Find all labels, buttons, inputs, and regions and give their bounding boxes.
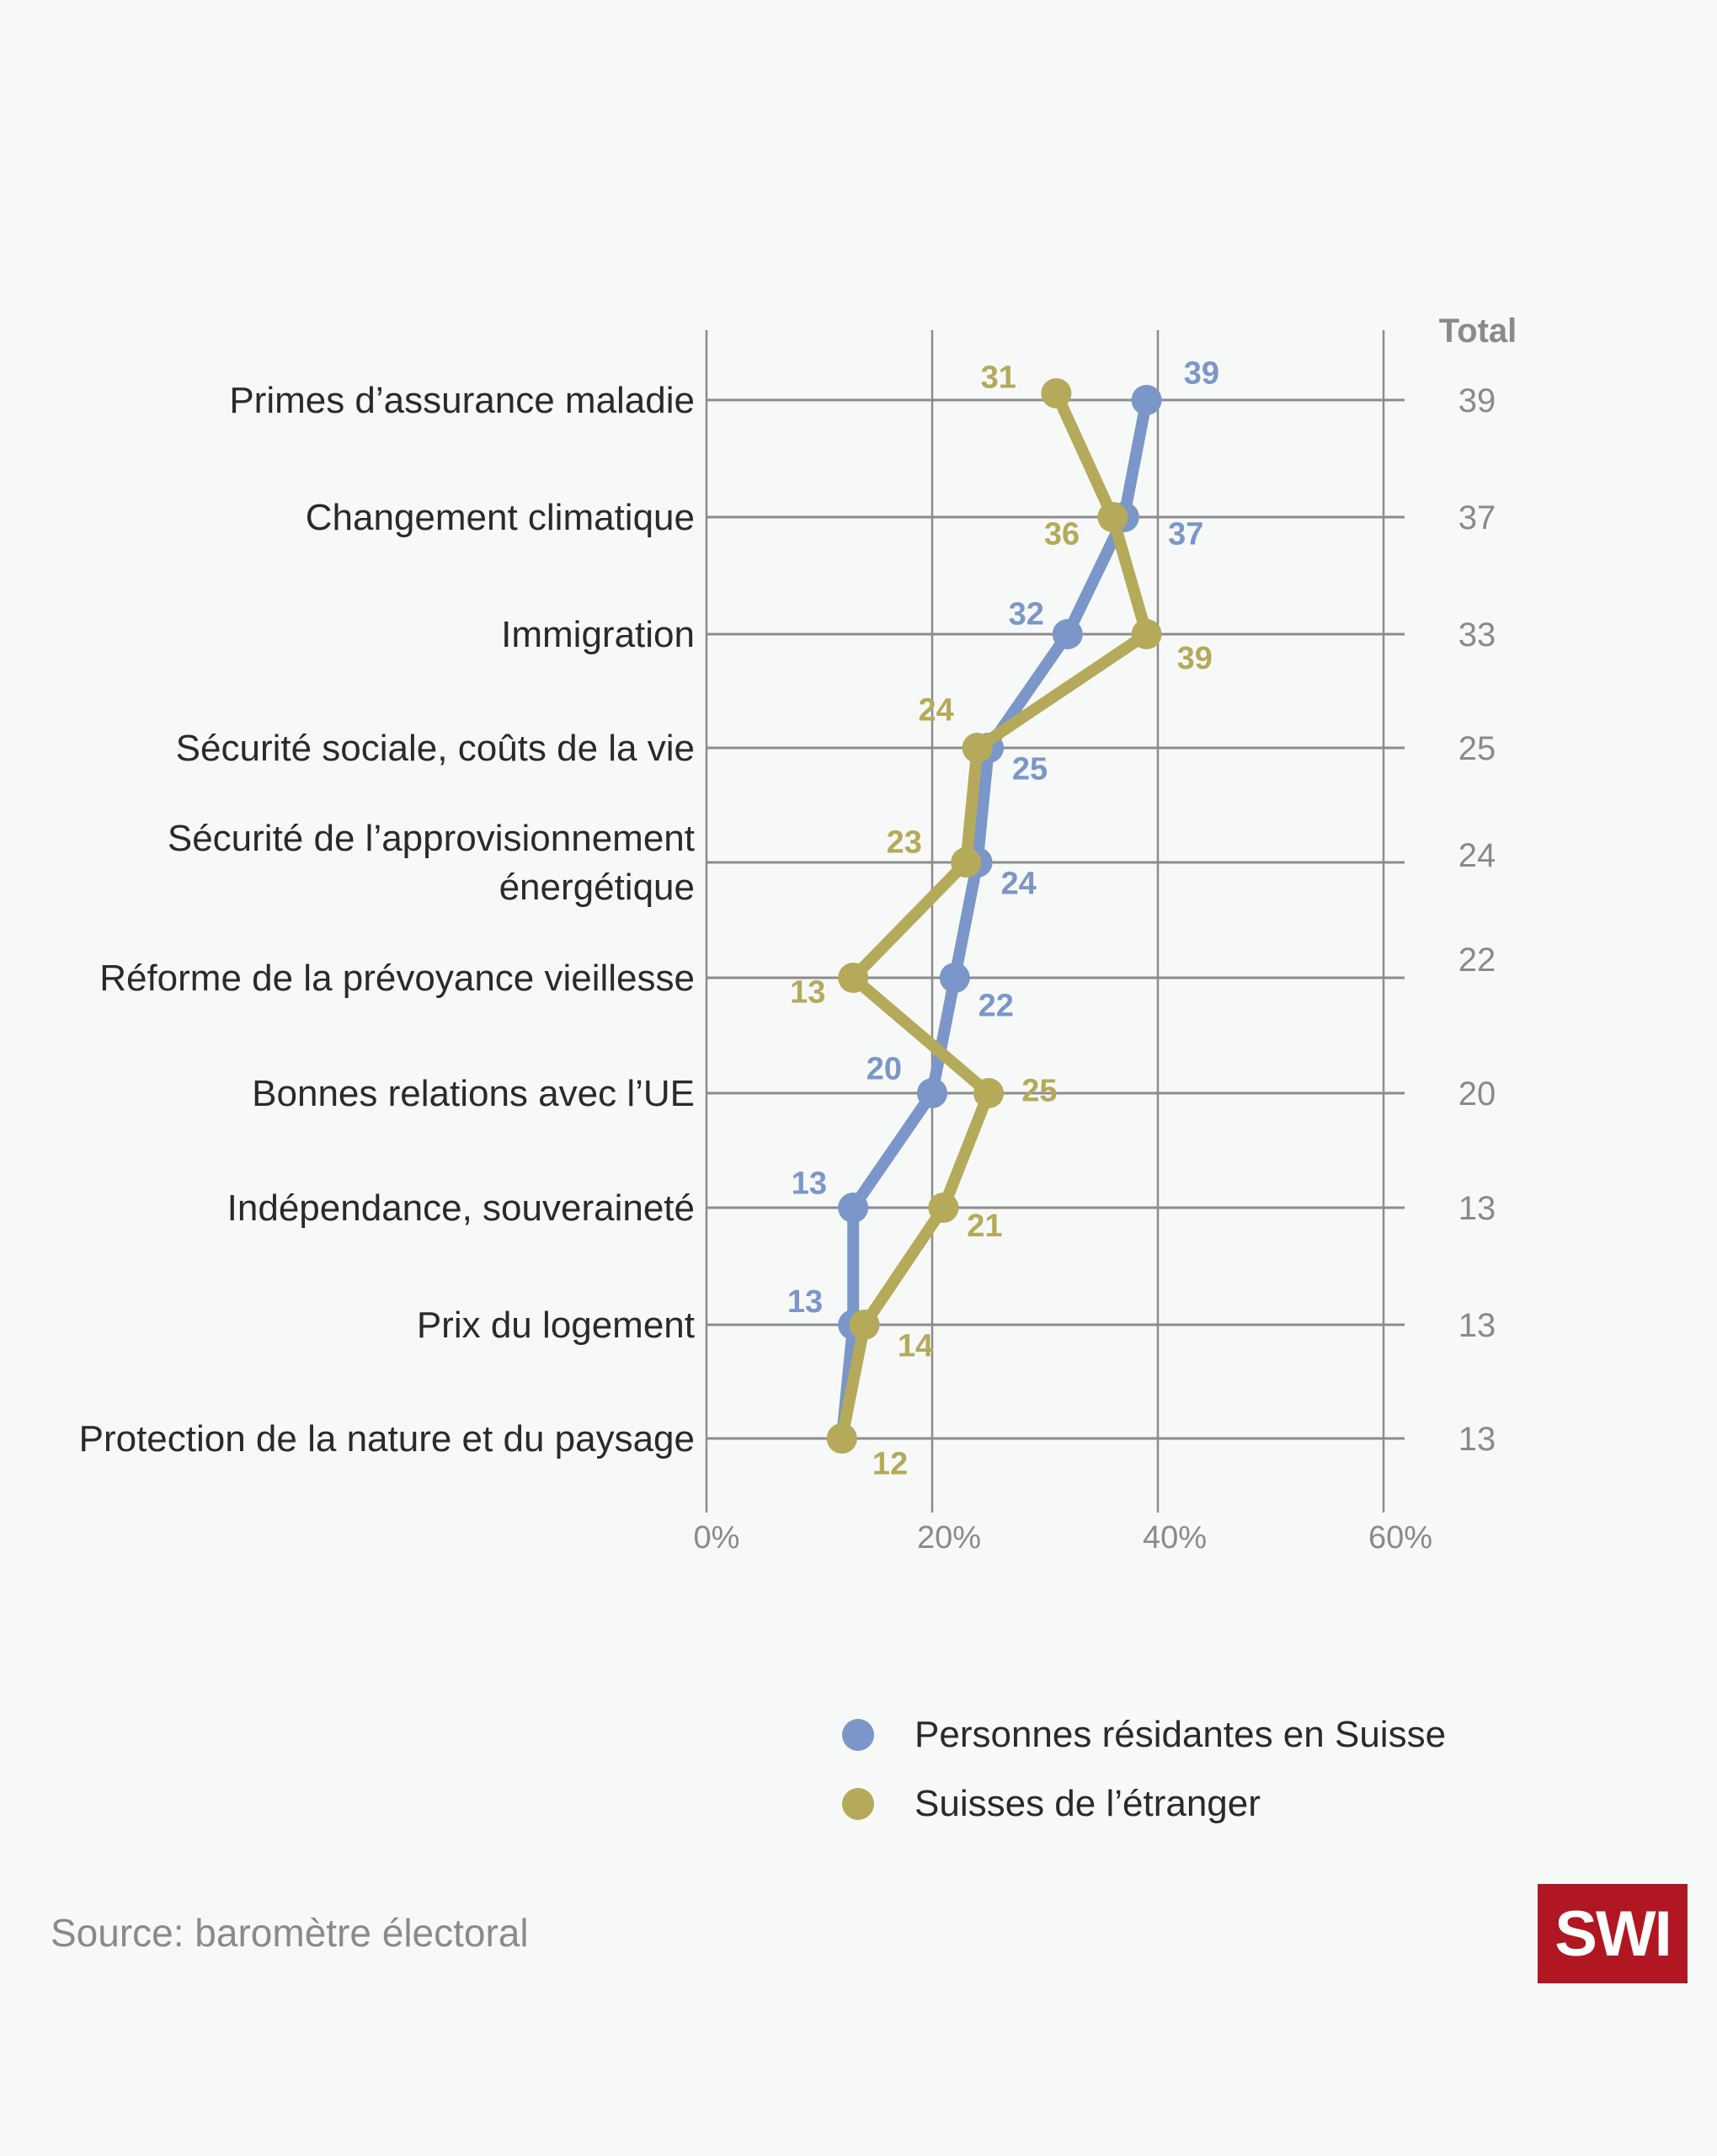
legend-dot-abroad xyxy=(842,1788,874,1820)
data-label: 20 xyxy=(866,1052,902,1087)
data-point xyxy=(939,963,970,993)
legend-dot-residents xyxy=(842,1719,874,1751)
legend-item-residents: Personnes résidantes en Suisse xyxy=(842,1714,1446,1756)
data-label: 37 xyxy=(1168,517,1203,552)
data-point xyxy=(849,1310,880,1340)
category-label: Protection de la nature et du paysage xyxy=(79,1418,695,1460)
data-point xyxy=(962,733,993,763)
data-label: 36 xyxy=(1044,517,1080,552)
data-point xyxy=(973,1078,1004,1108)
data-label: 39 xyxy=(1177,641,1213,676)
data-label: 39 xyxy=(1184,355,1219,391)
category-label: Sécurité sociale, coûts de la vie xyxy=(176,728,695,769)
data-point xyxy=(951,847,982,878)
source-note: Source: baromètre électoral xyxy=(51,1911,529,1955)
swi-logo: SWI xyxy=(1538,1884,1688,1983)
total-header: Total xyxy=(1439,312,1517,350)
data-point xyxy=(1097,502,1128,532)
x-tick-label: 60% xyxy=(1368,1520,1432,1556)
data-label: 24 xyxy=(1000,866,1036,901)
total-value: 24 xyxy=(1458,837,1496,874)
data-label: 32 xyxy=(1009,597,1044,632)
total-value: 20 xyxy=(1458,1075,1496,1113)
data-label: 25 xyxy=(1012,751,1048,787)
data-point xyxy=(838,1193,869,1223)
legend-label: Suisses de l’étranger xyxy=(914,1783,1261,1824)
data-label: 23 xyxy=(887,825,922,861)
data-label: 24 xyxy=(918,692,953,728)
data-label: 31 xyxy=(981,360,1016,395)
x-tick-label: 20% xyxy=(917,1520,981,1556)
category-label: Sécurité de l’approvisionnement énergétiq… xyxy=(168,818,695,908)
series-line xyxy=(835,391,1153,1440)
data-label: 13 xyxy=(792,1166,827,1202)
data-label: 13 xyxy=(790,974,825,1010)
data-point xyxy=(1041,378,1072,408)
data-point xyxy=(1131,619,1162,649)
category-label: Prix du logement xyxy=(417,1305,695,1346)
data-label: 14 xyxy=(898,1328,933,1364)
data-label: 25 xyxy=(1021,1074,1057,1109)
category-label: Bonnes relations avec l’UE xyxy=(252,1073,695,1114)
x-tick-label: 0% xyxy=(694,1520,740,1556)
data-label: 22 xyxy=(978,989,1014,1024)
data-label: 21 xyxy=(967,1209,1002,1244)
category-label: Indépendance, souveraineté xyxy=(227,1187,695,1229)
x-tick-label: 40% xyxy=(1143,1520,1207,1556)
data-point xyxy=(928,1193,959,1223)
series-line xyxy=(835,398,1153,1439)
category-label: Réforme de la prévoyance vieillesse xyxy=(99,958,695,999)
data-label: 13 xyxy=(787,1284,823,1320)
data-point xyxy=(826,1423,857,1454)
legend-item-abroad: Suisses de l’étranger xyxy=(842,1783,1261,1825)
category-label: Changement climatique xyxy=(306,497,695,538)
total-value: 13 xyxy=(1458,1307,1496,1344)
category-label: Immigration xyxy=(501,614,695,655)
legend-label: Personnes résidantes en Suisse xyxy=(914,1714,1447,1755)
data-point xyxy=(838,963,869,993)
total-value: 13 xyxy=(1458,1190,1496,1227)
data-point xyxy=(1052,619,1083,649)
total-value: 37 xyxy=(1458,499,1496,536)
total-value: 13 xyxy=(1458,1421,1496,1458)
total-value: 22 xyxy=(1458,942,1496,979)
category-label: Primes d’assurance maladie xyxy=(229,380,695,421)
total-value: 25 xyxy=(1458,730,1496,767)
data-point xyxy=(1131,385,1162,415)
total-value: 39 xyxy=(1458,382,1496,419)
total-value: 33 xyxy=(1458,616,1496,654)
data-point xyxy=(917,1078,947,1108)
data-label: 12 xyxy=(872,1446,908,1481)
